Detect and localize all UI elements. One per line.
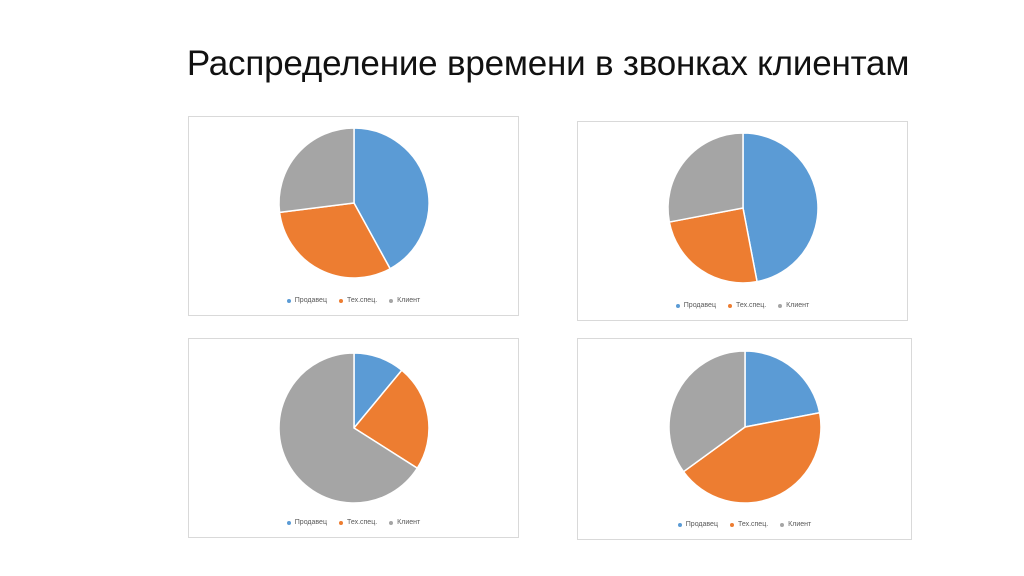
pie-slice-tech[interactable] — [352, 369, 430, 470]
chart-legend: Продавец Тех.спец. Клиент — [578, 302, 907, 309]
legend-swatch — [727, 303, 732, 308]
pie-svg — [668, 350, 822, 504]
slide-title: Распределение времени в звонках клиентам — [186, 44, 910, 83]
pie-svg — [278, 127, 430, 279]
legend-item: Клиент — [780, 521, 811, 528]
legend-swatch — [338, 298, 343, 303]
legend-label: Клиент — [786, 302, 810, 309]
legend-swatch — [389, 298, 394, 303]
legend-swatch — [778, 303, 783, 308]
legend-label: Клиент — [788, 521, 812, 528]
legend-label: Клиент — [397, 297, 421, 304]
legend-item: Продавец — [286, 297, 327, 304]
legend-item: Тех.спец. — [729, 521, 769, 528]
legend-item: Продавец — [677, 521, 718, 528]
legend-swatch — [286, 298, 291, 303]
legend-label: Тех.спец. — [735, 302, 767, 309]
pie-chart-top-right[interactable]: Продавец Тех.спец. Клиент — [577, 121, 908, 321]
pie-slice-tech[interactable] — [682, 411, 822, 504]
legend-label: Клиент — [397, 519, 421, 526]
legend-item: Продавец — [675, 302, 716, 309]
chart-legend: Продавец Тех.спец. Клиент — [578, 521, 911, 528]
legend-item: Тех.спец. — [338, 297, 378, 304]
pie-slice-seller[interactable] — [744, 350, 821, 428]
pie-slice-client[interactable] — [668, 350, 746, 473]
legend-label: Тех.спец. — [346, 297, 378, 304]
legend-swatch — [675, 303, 680, 308]
legend-label: Продавец — [685, 521, 718, 528]
legend-label: Продавец — [683, 302, 716, 309]
pie-chart-bottom-right[interactable]: Продавец Тех.спец. Клиент — [577, 338, 912, 540]
legend-label: Тех.спец. — [346, 519, 378, 526]
legend-label: Тех.спец. — [737, 521, 769, 528]
pie-slice-client[interactable] — [278, 352, 419, 504]
pie-slice-seller[interactable] — [742, 132, 819, 283]
legend-item: Клиент — [389, 519, 420, 526]
pie-chart-top-left[interactable]: Продавец Тех.спец. Клиент — [188, 116, 519, 316]
legend-item: Тех.спец. — [727, 302, 767, 309]
legend-item: Тех.спец. — [338, 519, 378, 526]
chart-legend: Продавец Тех.спец. Клиент — [189, 297, 518, 304]
pie-slice-client[interactable] — [667, 132, 744, 223]
pie-svg — [667, 132, 819, 284]
pie-slice-seller[interactable] — [353, 127, 430, 270]
legend-swatch — [389, 520, 394, 525]
legend-label: Продавец — [294, 297, 327, 304]
legend-swatch — [780, 522, 785, 527]
legend-swatch — [286, 520, 291, 525]
legend-item: Клиент — [778, 302, 809, 309]
pie-slice-client[interactable] — [278, 127, 355, 214]
legend-label: Продавец — [294, 519, 327, 526]
legend-item: Клиент — [389, 297, 420, 304]
pie-slice-tech[interactable] — [278, 202, 392, 279]
pie-slice-tech[interactable] — [668, 207, 758, 284]
chart-legend: Продавец Тех.спец. Клиент — [189, 519, 518, 526]
pie-chart-bottom-left[interactable]: Продавец Тех.спец. Клиент — [188, 338, 519, 538]
legend-swatch — [677, 522, 682, 527]
pie-svg — [278, 352, 430, 504]
legend-swatch — [729, 522, 734, 527]
legend-item: Продавец — [286, 519, 327, 526]
legend-swatch — [338, 520, 343, 525]
